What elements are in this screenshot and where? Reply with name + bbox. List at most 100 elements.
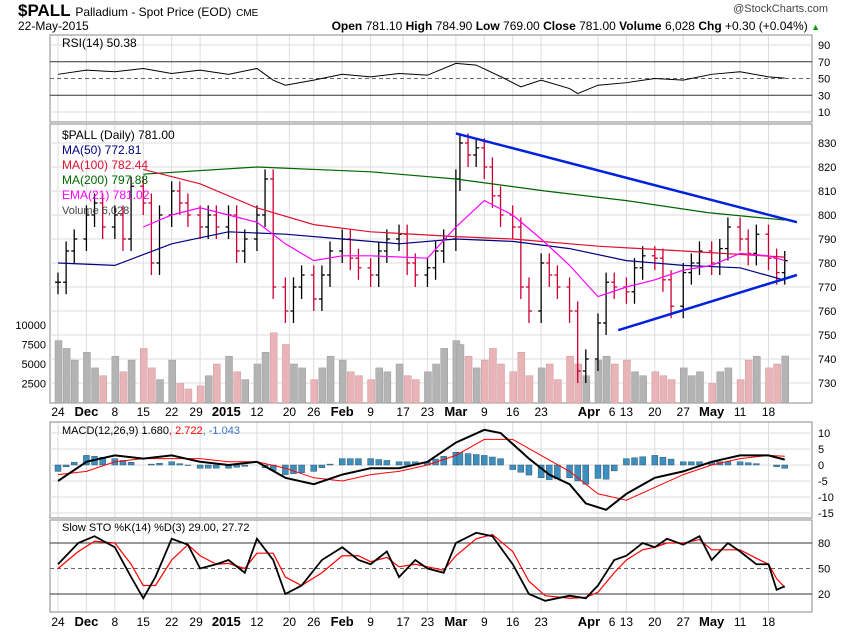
price-bar (432, 241, 439, 280)
volume-bar (338, 359, 347, 404)
date-tick-label: 18 (762, 615, 776, 629)
date-tick-label: 26 (307, 615, 321, 629)
price-bar (497, 186, 504, 227)
macd-histogram-bar (464, 453, 472, 466)
date-tick-label: 6 (609, 405, 616, 419)
volume-bar (489, 348, 497, 404)
macd-histogram-bar (680, 461, 687, 466)
macd-line (57, 428, 785, 511)
date-tick-label: May (699, 614, 725, 629)
macd-signal-line (57, 438, 785, 501)
price-bar (262, 169, 269, 227)
symbol-title: $PALL Palladium - Spot Price (EOD) CME (18, 1, 258, 21)
volume-bar (773, 363, 781, 404)
volume-bar (119, 371, 128, 404)
price-bar (111, 205, 118, 239)
date-tick-label: 9 (367, 615, 374, 629)
sto-d-line (57, 533, 786, 599)
price-bar (318, 265, 325, 311)
high-value: 784.90 (435, 19, 473, 33)
price-tick-label: 790 (818, 234, 836, 246)
price-tick-label: 810 (818, 186, 836, 198)
sto-k-line (57, 531, 786, 602)
date-tick-label: Apr (578, 404, 600, 419)
date-tick-label: 20 (648, 615, 662, 629)
volume-bar (481, 359, 489, 404)
volume-bar (525, 375, 534, 404)
price-bar (473, 138, 480, 167)
date-tick-label: 13 (620, 615, 634, 629)
volume-bar (412, 379, 420, 404)
price-tick-label: 760 (818, 306, 836, 318)
volume-bar (651, 371, 660, 404)
volume-bar (99, 375, 107, 404)
macd-panel-frame (49, 421, 813, 519)
volume-bar (781, 355, 789, 404)
date-tick-label: 12 (250, 405, 264, 419)
price-bar (753, 224, 760, 266)
macd-histogram-bar (383, 460, 391, 466)
macd-histogram-bar (525, 464, 533, 476)
date-tick-label: 20 (283, 615, 297, 629)
price-tick-label: 830 (818, 138, 836, 150)
symbol: $PALL (18, 1, 71, 20)
macd-histogram-bar (623, 458, 630, 466)
volume-bar (310, 379, 319, 404)
price-bar (383, 229, 390, 263)
price-bar (347, 229, 354, 271)
macd-signal-legend: , 2.722 (169, 425, 203, 437)
volume-bar (261, 352, 270, 404)
volume-bar (403, 375, 412, 404)
volume-bar (347, 371, 355, 404)
price-bar (538, 253, 545, 323)
volume-tick-label: 5000 (22, 359, 46, 371)
price-bar (404, 224, 411, 275)
date-tick-label: 18 (762, 405, 776, 419)
rsi-tick-label: 50 (818, 74, 830, 86)
macd-tick-label: -5 (818, 476, 828, 488)
rsi-tick-label: 10 (818, 107, 830, 119)
close-value: 781.00 (579, 19, 616, 33)
price-tick-label: 750 (818, 330, 836, 342)
date-tick-label: 20 (648, 405, 662, 419)
macd-histogram-bar (205, 464, 212, 469)
volume-bar (148, 367, 156, 404)
volume-label: Volume (619, 19, 662, 33)
volume-bar (424, 371, 432, 404)
price-bar (594, 313, 601, 371)
volume-bar (716, 371, 725, 404)
volume-bar (70, 359, 79, 404)
ema21-legend: EMA(21) 781.02 (62, 188, 150, 202)
price-bar (631, 258, 638, 304)
volume-bar (554, 379, 562, 404)
volume-tick-label: 7500 (22, 340, 46, 352)
macd-histogram-bar (71, 462, 78, 466)
volume-tick-label: 10000 (15, 320, 46, 332)
price-bar (339, 229, 346, 263)
date-tick-label: 12 (250, 615, 264, 629)
ma50-legend: MA(50) 772.81 (62, 143, 142, 157)
high-label: High (405, 19, 433, 33)
macd-legend: MACD(12,26,9) 1.680 (62, 425, 169, 437)
volume-bar (269, 332, 278, 404)
legends: RSI(14) 50.38 $PALL (Daily) 781.00 MA(50… (62, 36, 250, 534)
date-tick-label: 6 (609, 615, 616, 629)
date-tick-label: 24 (51, 615, 65, 629)
open-label: Open (331, 19, 363, 33)
volume-bar (667, 379, 676, 404)
macd-histogram-bar (318, 464, 326, 468)
price-bar (554, 265, 561, 299)
macd-histogram-bar (659, 457, 667, 466)
volume-bar (168, 359, 176, 404)
volume-bar (472, 367, 481, 404)
price-legend: $PALL (Daily) 781.00 (62, 128, 175, 142)
price-bar (517, 217, 524, 299)
volume-bar (282, 344, 290, 404)
price-bar (91, 193, 98, 227)
price-bar (566, 277, 573, 323)
price-bar (176, 181, 183, 215)
price-bar (310, 265, 317, 311)
price-bar (375, 241, 382, 287)
macd-histogram-bar (168, 461, 175, 466)
